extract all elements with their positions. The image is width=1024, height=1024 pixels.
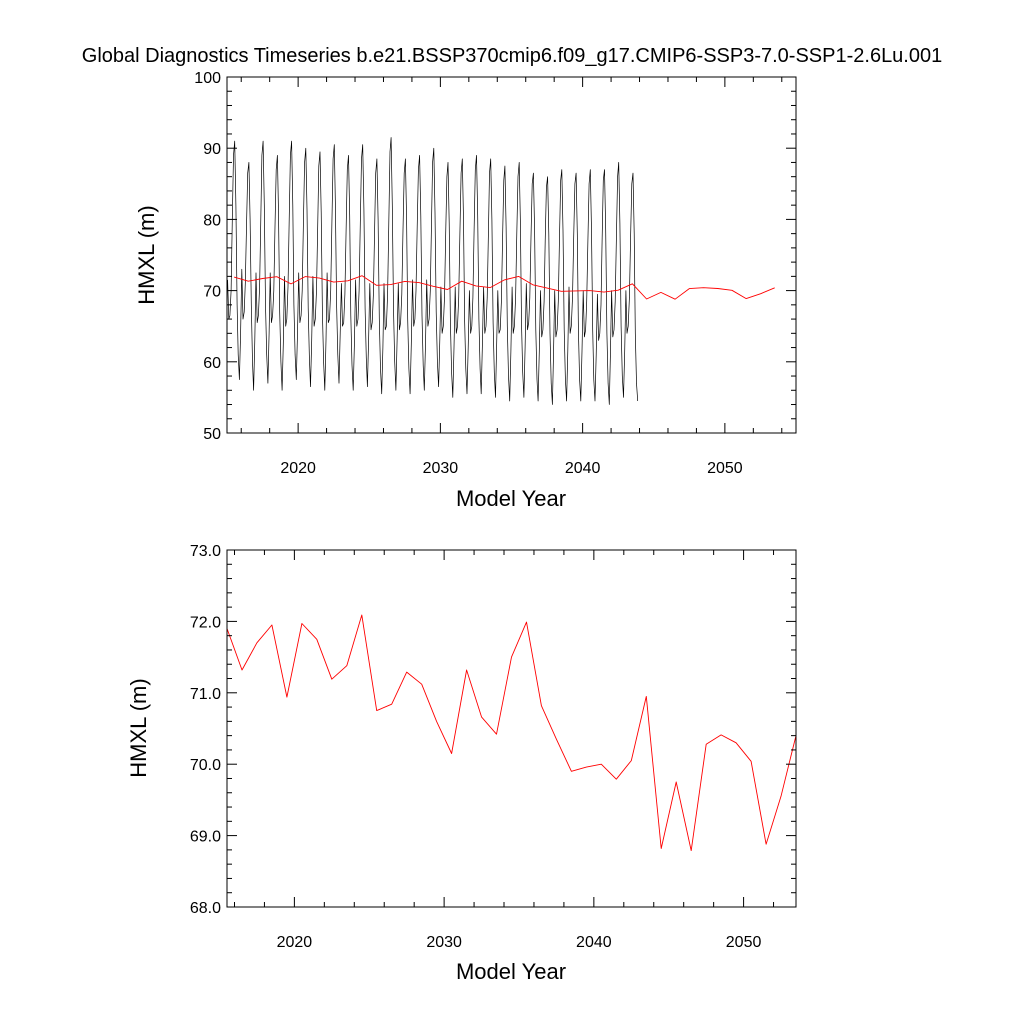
top-xlabel: Model Year	[456, 486, 566, 511]
ytick-label: 69.0	[190, 829, 221, 846]
ytick-label: 71.0	[190, 686, 221, 703]
xtick-label: 2030	[426, 934, 462, 951]
bottom-xlabel: Model Year	[456, 959, 566, 984]
ytick-label: 90	[203, 141, 221, 158]
xtick-label: 2030	[423, 460, 459, 477]
series-line-0	[226, 614, 797, 852]
ytick-label: 80	[203, 212, 221, 229]
ytick-label: 100	[194, 70, 221, 87]
bottom-ylabel: HMXL (m)	[126, 678, 151, 777]
ytick-label: 70	[203, 284, 221, 301]
top-ylabel: HMXL (m)	[134, 205, 159, 304]
xtick-label: 2020	[277, 934, 313, 951]
ytick-label: 72.0	[190, 614, 221, 631]
xtick-label: 2050	[726, 934, 762, 951]
plot-frame	[226, 76, 797, 434]
series-line-1	[233, 275, 775, 300]
ytick-label: 50	[203, 426, 221, 443]
xtick-label: 2020	[280, 460, 316, 477]
ytick-label: 60	[203, 355, 221, 372]
xtick-label: 2040	[576, 934, 612, 951]
bottom-panel: HMXL (m) Model Year 68.0 69.0 70.0 71.0 72.0…	[126, 543, 797, 984]
ytick-label: 68.0	[190, 900, 221, 917]
xtick-label: 2050	[707, 460, 743, 477]
chart-title: Global Diagnostics Timeseries b.e21.BSSP…	[82, 45, 942, 67]
xtick-label: 2040	[565, 460, 601, 477]
ytick-label: 73.0	[190, 543, 221, 560]
top-panel: HMXL (m) Model Year 50 60 70 80 90 100 2020 203…	[134, 70, 797, 511]
series-line-0	[227, 137, 639, 405]
ytick-label: 70.0	[190, 757, 221, 774]
plot-frame	[226, 549, 797, 908]
